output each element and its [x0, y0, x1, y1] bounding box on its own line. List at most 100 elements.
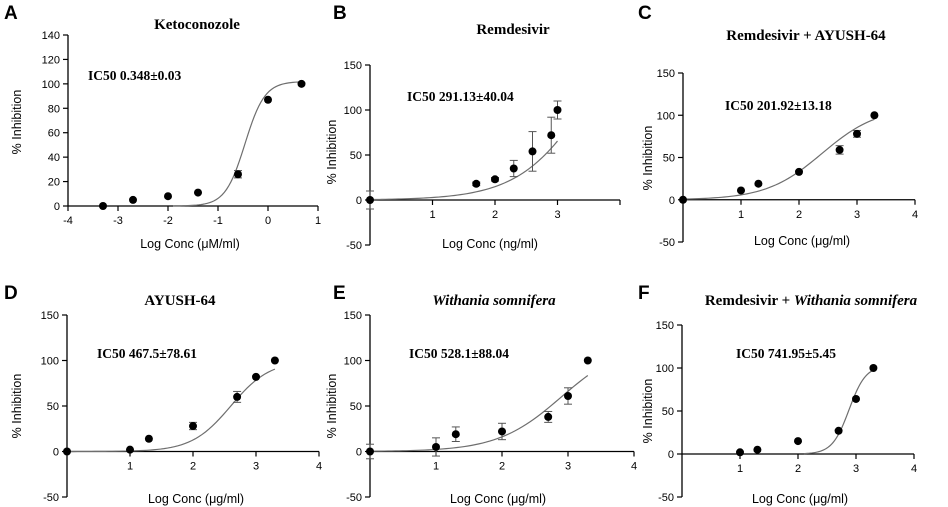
- data-point: [509, 164, 518, 173]
- data-point: [491, 175, 499, 184]
- data-point: [264, 95, 272, 104]
- fit-curve: [682, 118, 875, 200]
- data-point: [129, 195, 137, 204]
- chart-title: Withania somnifera: [432, 293, 556, 309]
- y-axis-label: % Inhibition: [641, 379, 655, 444]
- y-tick-label: 0: [54, 201, 60, 213]
- y-tick-label: 0: [668, 449, 674, 461]
- data-point: [528, 147, 537, 156]
- y-tick-label: 140: [42, 30, 60, 42]
- y-tick-label: 60: [48, 128, 60, 140]
- data-point: [547, 131, 556, 140]
- y-tick-label: 0: [669, 195, 675, 207]
- x-tick-label: 3: [853, 463, 859, 475]
- x-tick-label: 4: [911, 463, 917, 475]
- chart-title-italic: Withania somnifera: [432, 293, 556, 309]
- y-tick-label: 100: [41, 356, 59, 368]
- data-point: [366, 447, 374, 456]
- chart-panel-b: B Remdesivir IC50 291.13±40.04 -50 0 50 100 150…: [325, 3, 621, 252]
- y-tick-label: 100: [344, 356, 362, 368]
- x-tick-label: 1: [738, 209, 744, 221]
- panel-letter: B: [333, 3, 347, 24]
- data-point: [736, 448, 744, 457]
- data-point: [164, 192, 172, 201]
- y-axis-label: % Inhibition: [10, 374, 24, 439]
- data-point: [853, 129, 861, 138]
- chart-panel-d: D AYUSH-64 IC50 467.5±78.61 -50 0 50 100 150 1 2 3…: [4, 283, 322, 506]
- y-tick-label: 50: [47, 401, 59, 413]
- y-tick-label: 150: [344, 310, 362, 322]
- x-axis-label: Log Conc (μg/ml): [752, 492, 848, 506]
- x-tick-label: 2: [795, 463, 801, 475]
- data-point: [194, 188, 202, 197]
- chart-title: Remdesivir + Withania somnifera: [705, 293, 918, 309]
- x-tick-label: 4: [316, 461, 322, 473]
- y-tick-label: -50: [346, 240, 362, 252]
- x-tick-label: 0: [265, 215, 271, 227]
- y-tick-label: 100: [42, 79, 60, 91]
- chart-title-italic: Withania somnifera: [794, 293, 918, 309]
- y-tick-label: 50: [662, 406, 674, 418]
- x-tick-label: 2: [499, 461, 505, 473]
- y-tick-label: -50: [659, 237, 675, 249]
- data-point: [233, 392, 242, 401]
- data-point: [99, 202, 107, 210]
- x-tick-label: 2: [796, 209, 802, 221]
- data-point: [270, 356, 279, 365]
- x-tick-label: 2: [190, 461, 196, 473]
- y-tick-label: 100: [344, 105, 362, 117]
- fit-curve: [172, 81, 302, 207]
- y-tick-label: 150: [344, 60, 362, 72]
- data-point: [472, 179, 481, 188]
- y-tick-label: 40: [48, 152, 60, 164]
- data-point: [869, 364, 878, 372]
- data-point: [852, 394, 860, 403]
- y-tick-label: -50: [43, 492, 59, 504]
- data-point: [544, 412, 553, 421]
- chart-panel-c: C Remdesivir + AYUSH-64 IC50 201.92±13.18 -…: [638, 3, 918, 249]
- data-point: [366, 196, 374, 204]
- y-tick-label: 0: [356, 195, 362, 207]
- chart-title: Remdesivir + AYUSH-64: [726, 28, 886, 44]
- y-axis-label: % Inhibition: [10, 90, 24, 155]
- data-point: [870, 111, 879, 120]
- fit-curve: [803, 369, 874, 455]
- ic50-annotation: IC50 467.5±78.61: [97, 346, 197, 361]
- chart-title-text: Remdesivir + AYUSH-64: [726, 28, 886, 44]
- y-tick-label: 120: [42, 54, 60, 66]
- ic50-annotation: IC50 291.13±40.04: [407, 89, 514, 104]
- y-axis-label: % Inhibition: [641, 126, 655, 191]
- chart-title-text: Ketoconozole: [154, 17, 240, 33]
- y-tick-label: 0: [53, 447, 59, 459]
- data-point: [189, 422, 197, 431]
- y-axis-label: % Inhibition: [325, 120, 339, 185]
- x-tick-label: 2: [492, 209, 498, 221]
- panel-letter: E: [333, 283, 346, 304]
- y-tick-label: 20: [48, 177, 60, 189]
- x-tick-label: 3: [565, 461, 571, 473]
- panel-letter: A: [4, 3, 18, 24]
- data-point: [144, 434, 153, 443]
- chart-title-text: Remdesivir: [476, 22, 550, 38]
- chart-title: Remdesivir: [476, 22, 550, 38]
- chart-title-text: AYUSH-64: [144, 293, 216, 309]
- x-tick-label: 1: [429, 209, 435, 221]
- data-point: [498, 427, 506, 436]
- x-tick-label: 4: [912, 209, 918, 221]
- data-point: [451, 430, 460, 439]
- data-point: [795, 167, 803, 176]
- x-tick-label: 4: [631, 461, 637, 473]
- x-tick-label: -4: [63, 215, 73, 227]
- data-point: [679, 195, 687, 204]
- y-tick-label: 0: [356, 447, 362, 459]
- chart-panel-a: A Ketoconozole IC50 0.348±0.03 0 20 40 60 80 100…: [4, 3, 321, 251]
- y-tick-label: 50: [663, 153, 675, 165]
- y-tick-label: 150: [656, 320, 674, 332]
- data-point: [564, 391, 572, 400]
- data-point: [583, 356, 592, 365]
- x-tick-label: 1: [737, 463, 743, 475]
- x-axis-label: Log Conc (ng/ml): [442, 237, 538, 251]
- x-tick-label: 3: [854, 209, 860, 221]
- data-point: [835, 145, 844, 154]
